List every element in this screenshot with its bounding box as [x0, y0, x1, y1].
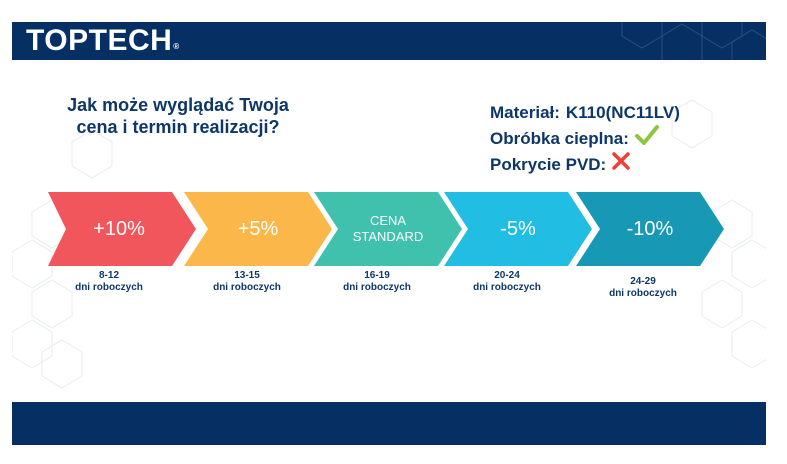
arrow-label-plus5: +5%	[237, 217, 279, 240]
slide: TOPTECH® Jak może wyglądać Twoja cena i …	[12, 22, 766, 445]
footer-bar	[12, 402, 766, 445]
spec-material: Materiał: K110(NC11LV)	[490, 103, 680, 122]
arrow-shape-minus5	[444, 192, 592, 266]
header-bar: TOPTECH®	[12, 22, 766, 60]
arrow-label-minus10: -10%	[626, 217, 674, 240]
material-specs: Materiał: K110(NC11LV) Obróbka cieplna: …	[490, 100, 680, 178]
cross-icon	[612, 152, 630, 178]
lead-time-minus5: 20-24 dni roboczych	[473, 270, 541, 293]
arrow-label-minus5: -5%	[500, 217, 536, 240]
lead-time-plus10: 8-12 dni roboczych	[75, 270, 143, 293]
spec-pvd-coating: Pokrycie PVD:	[490, 152, 680, 178]
lead-time-standard: 16-19 dni roboczych	[343, 270, 411, 293]
arrow-shape-plus5	[184, 192, 332, 266]
lead-time-plus5: 13-15 dni roboczych	[213, 270, 281, 293]
arrow-shape-plus10	[48, 192, 196, 266]
arrow-label-plus10: +10%	[93, 217, 145, 240]
toptech-logo: TOPTECH®	[26, 24, 180, 57]
checkmark-icon	[634, 125, 659, 153]
lead-time-minus10: 24-29 dni roboczych	[609, 276, 677, 299]
arrow-label-standard: CENA STANDARD	[352, 213, 424, 244]
arrow-shape-standard	[314, 192, 462, 266]
arrow-shape-minus10	[576, 192, 724, 266]
pricing-arrow-row: +10% +5% CENA STANDARD -5% -10%	[48, 192, 728, 266]
header-hexagon-decoration	[621, 22, 766, 60]
pricing-question-heading: Jak może wyglądać Twoja cena i termin re…	[67, 95, 289, 137]
spec-heat-treatment: Obróbka cieplna:	[490, 125, 680, 153]
